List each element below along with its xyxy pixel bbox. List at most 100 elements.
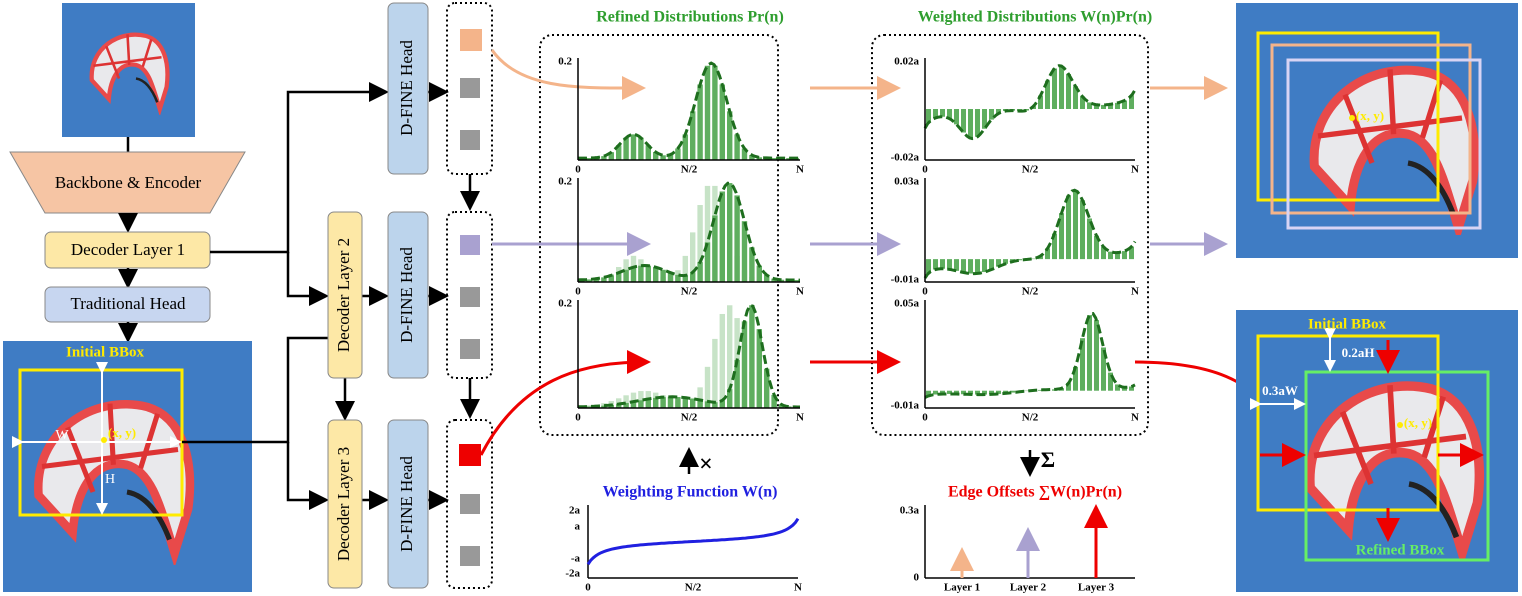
bar [940,390,945,395]
bar [690,398,696,408]
bar [667,272,674,282]
bar [1129,95,1134,109]
x-mid-label: N/2 [1022,286,1039,298]
weighting-title: Weighting Function W(n) [603,484,778,501]
bar [1024,109,1029,111]
bar [1094,235,1099,260]
x-max-label: N [1131,412,1139,424]
bar [1101,246,1106,260]
y-tick-label: 0 [914,572,920,584]
bar [947,109,952,119]
x-mid-label: N/2 [1022,164,1039,176]
bar [933,259,938,270]
bar [645,145,651,160]
bar [682,397,688,408]
bar [690,111,696,160]
result-refined: Refined BBox [1356,542,1445,558]
offsets-title: Edge Offsets ∑W(n)Pr(n) [948,484,1122,501]
bar [1108,104,1113,109]
bar [675,148,681,160]
center-label: (x, y) [108,425,136,440]
bar [1115,252,1120,260]
bar [660,269,666,282]
bar [727,389,733,408]
y-tick-label: -a [571,553,581,565]
bar [645,398,651,408]
bar [1010,390,1015,393]
ghost-bar [704,366,711,408]
ghost-bar [712,338,718,408]
bar [630,134,637,160]
bar [1073,190,1078,260]
sigma-op: Σ [1041,447,1055,472]
bar [727,183,733,282]
y-top-label: 0.2 [558,298,572,310]
bar [764,274,770,282]
y-tick-label: a [575,521,581,533]
bar [933,109,938,118]
bar [756,265,762,282]
y-top-label: 0.05a [894,298,919,310]
y-zero-label: 0 [575,164,581,176]
bar [961,390,966,395]
bar [1017,259,1022,261]
bar [1080,96,1085,109]
y-top-label: 0.02a [894,56,919,68]
y-bottom-label: -0.01a [891,400,920,412]
bar [1045,248,1050,260]
bar [697,262,703,282]
bar [616,145,622,160]
decoder-1-label: Decoder Layer 1 [71,240,185,259]
bar [982,390,987,395]
bar [1073,86,1078,109]
bar [601,156,607,160]
result-center: (x, y) [1404,415,1432,430]
x-mid-label: N/2 [1022,412,1039,424]
bar [1087,315,1092,391]
x-min-label: 0 [922,286,928,298]
ghost-bar [682,255,688,282]
bar [968,109,973,139]
ghost-bar [601,403,607,408]
bar [1038,95,1043,109]
refined-title: Refined Distributions Pr(n) [596,9,784,26]
input-image [62,3,195,137]
curve [577,303,800,409]
bar [675,274,681,282]
bar [975,259,980,274]
y-bottom-label: -0.01a [891,274,920,286]
head-3-label: D-FINE Head [397,456,416,552]
weighted-title: Weighted Distributions W(n)Pr(n) [918,9,1152,26]
bar [727,111,733,160]
bar [793,280,799,282]
bar [630,267,637,282]
head-1-label: D-FINE Head [397,40,416,136]
bar [682,134,688,160]
layer-label: Layer 3 [1078,582,1115,594]
x-max-label: N [796,412,804,424]
bar [1073,366,1078,391]
bar [940,109,945,117]
bar [1129,386,1134,391]
bar [1066,383,1071,391]
bar [1038,389,1043,391]
bar [1080,338,1085,391]
bar [638,137,644,160]
y-top-label: 0.03a [894,176,919,188]
layer-label: Layer 2 [1010,582,1047,594]
bar [645,265,651,282]
bar [704,401,711,408]
bar [712,215,718,282]
bar [961,109,966,133]
x-mid-label: N/2 [681,286,698,298]
bar [660,397,666,408]
bar [989,259,994,270]
x-min-label: 0 [922,412,928,424]
bar [712,65,718,160]
curve [586,517,800,566]
bar [675,397,681,408]
y-top-label: 0.2 [558,176,572,188]
traditional-head-label: Traditional Head [70,294,186,313]
bar [756,157,762,160]
bar [954,259,959,271]
